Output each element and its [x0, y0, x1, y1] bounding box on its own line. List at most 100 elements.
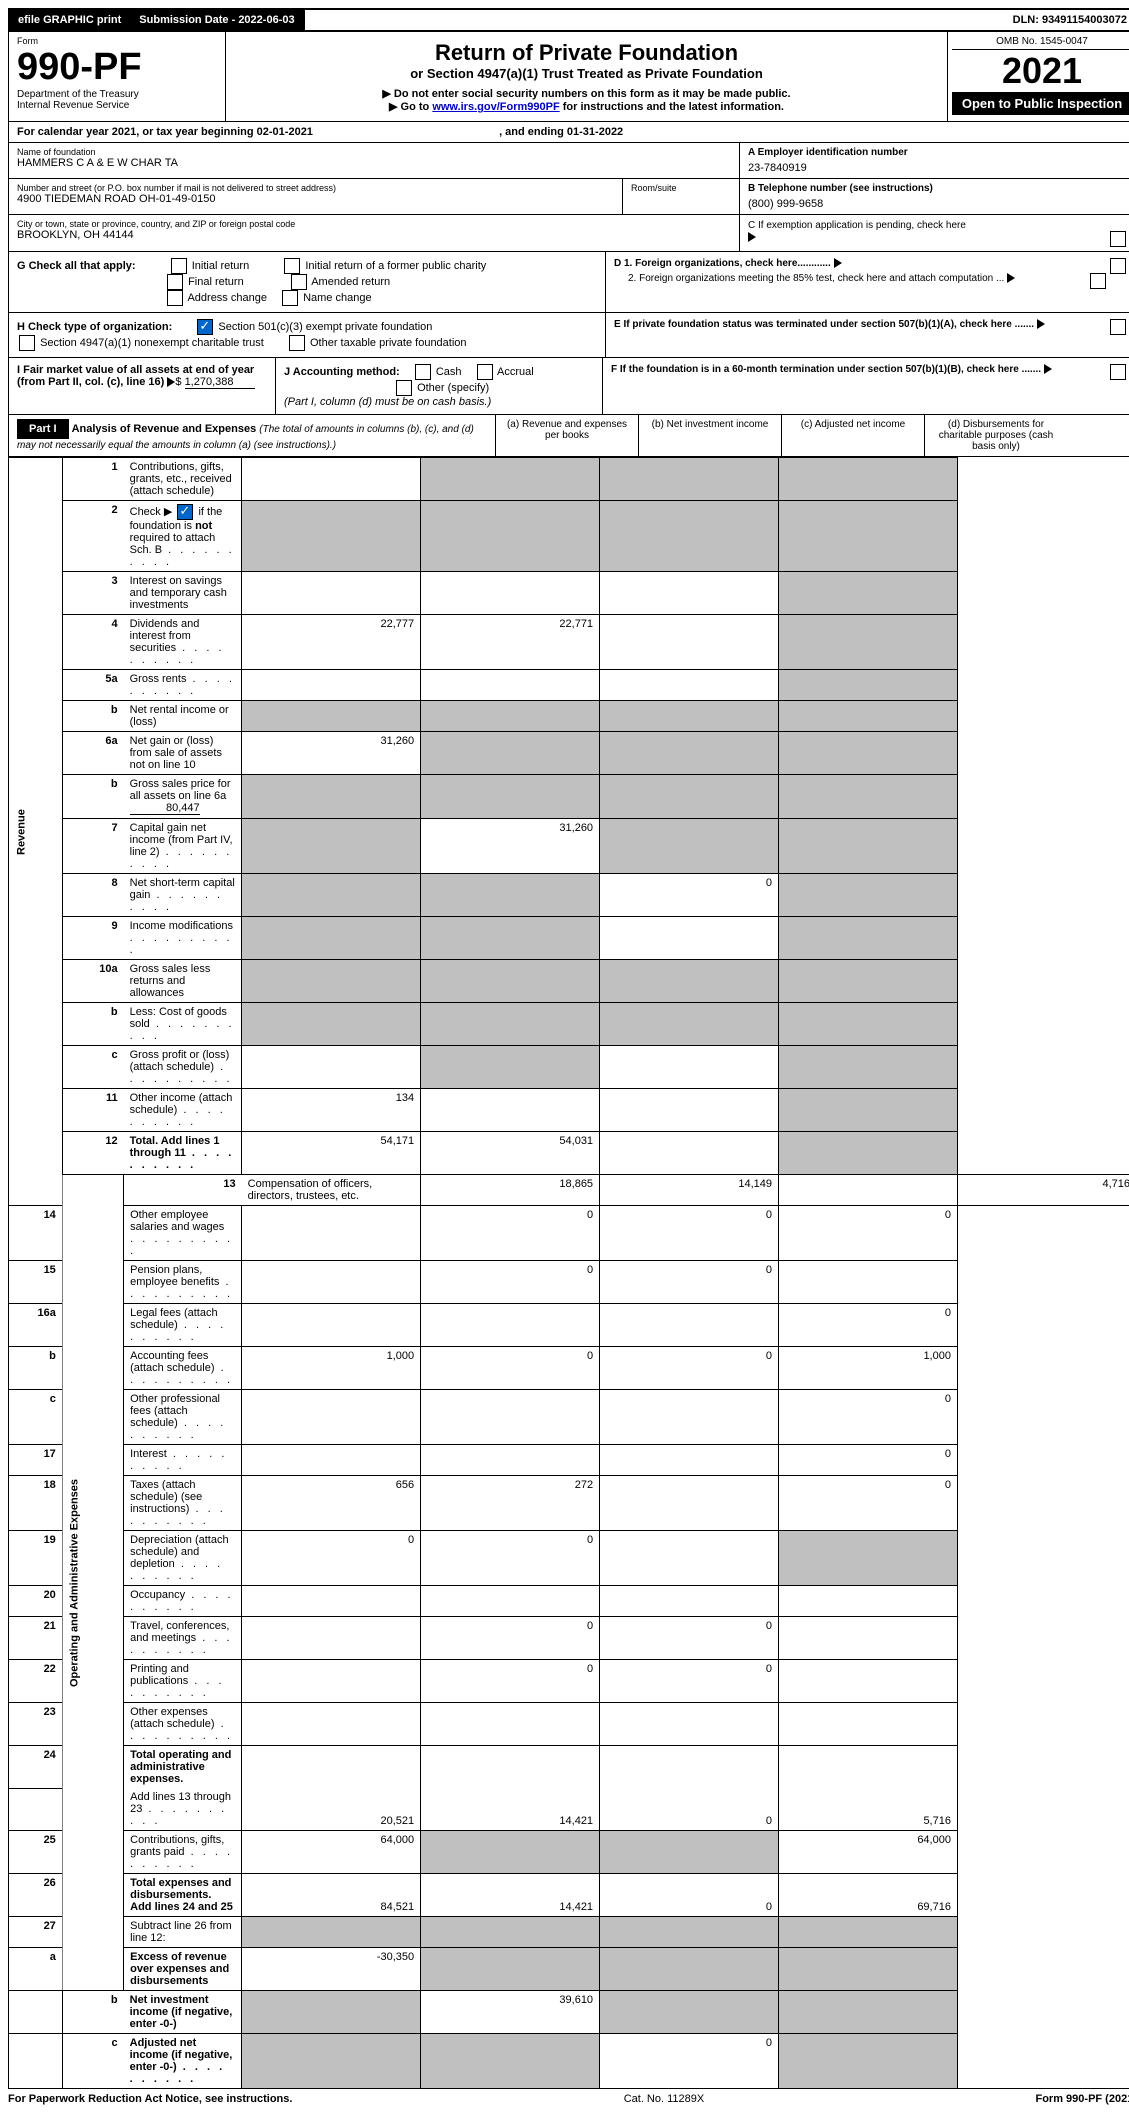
footer-right: Form 990-PF (2021) — [1035, 2093, 1129, 2105]
cell: 14,149 — [600, 1175, 779, 1206]
d1-checkbox[interactable] — [1110, 258, 1126, 274]
cell: -30,350 — [242, 1948, 421, 1991]
cell: 0 — [600, 1347, 779, 1390]
city-label: City or town, state or province, country… — [17, 219, 731, 229]
table-row: 5aGross rents — [9, 670, 1129, 701]
cell: 0 — [779, 1445, 958, 1476]
j-other: Other (specify) — [417, 382, 489, 394]
cell: 54,031 — [421, 1132, 600, 1175]
row-label: Gross rents — [130, 673, 187, 685]
d2-checkbox[interactable] — [1090, 273, 1106, 289]
ein: 23-7840919 — [748, 162, 1128, 174]
form-subtitle: or Section 4947(a)(1) Trust Treated as P… — [234, 66, 939, 81]
tax-year: 2021 — [952, 50, 1129, 92]
cell: 14,421 — [421, 1874, 600, 1917]
row-label: Occupancy — [130, 1589, 185, 1601]
h-other-checkbox[interactable] — [289, 335, 305, 351]
row-label: Subtract line 26 from line 12: — [124, 1917, 242, 1948]
table-row: bLess: Cost of goods sold — [9, 1003, 1129, 1046]
row-label: Income modifications — [130, 920, 233, 932]
h-4947-checkbox[interactable] — [19, 335, 35, 351]
table-row: 2Check ▶ if the foundation is not requir… — [9, 501, 1129, 572]
g-final: Final return — [188, 276, 244, 288]
arrow-icon — [748, 232, 756, 242]
table-row: Revenue 1Contributions, gifts, grants, e… — [9, 458, 1129, 501]
instr-1: ▶ Do not enter social security numbers o… — [234, 87, 939, 100]
h-501c3-checkbox[interactable] — [197, 319, 213, 335]
cell: 0 — [600, 1206, 779, 1261]
cell: 0 — [600, 1261, 779, 1304]
cell: 14,421 — [421, 1746, 600, 1831]
d1: D 1. Foreign organizations, check here..… — [614, 258, 831, 269]
j-cash-checkbox[interactable] — [415, 364, 431, 380]
g-amended: Amended return — [311, 276, 390, 288]
g-name: Name change — [303, 292, 372, 304]
table-row: bNet rental income or (loss) — [9, 701, 1129, 732]
e-checkbox[interactable] — [1110, 319, 1126, 335]
g-initial-checkbox[interactable] — [171, 258, 187, 274]
table-row: 9Income modifications — [9, 917, 1129, 960]
g-name-checkbox[interactable] — [282, 290, 298, 306]
name-ein-row: Name of foundation HAMMERS C A & E W CHA… — [8, 143, 1129, 179]
open-public: Open to Public Inspection — [952, 92, 1129, 115]
h-label: H Check type of organization: — [17, 321, 172, 333]
row-label: Total operating and administrative expen… — [124, 1746, 242, 1789]
g-addr-checkbox[interactable] — [167, 290, 183, 306]
g-initial: Initial return — [192, 260, 249, 272]
cell: 0 — [600, 1617, 779, 1660]
cell: 0 — [779, 1476, 958, 1531]
cell: 64,000 — [242, 1831, 421, 1874]
table-row: 10aGross sales less returns and allowanc… — [9, 960, 1129, 1003]
row-label: Total expenses and disbursements. Add li… — [124, 1874, 242, 1917]
dln: DLN: 93491154003072 — [1005, 10, 1129, 30]
cell: 0 — [600, 2034, 779, 2089]
arrow-icon — [1007, 273, 1015, 283]
f-checkbox[interactable] — [1110, 364, 1126, 380]
table-row: bNet investment income (if negative, ent… — [9, 1991, 1129, 2034]
cell: 0 — [421, 1261, 600, 1304]
c-label: C If exemption application is pending, c… — [748, 220, 966, 231]
page-footer: For Paperwork Reduction Act Notice, see … — [8, 2089, 1129, 2109]
top-bar: efile GRAPHIC print Submission Date - 20… — [8, 8, 1129, 32]
cell: 0 — [779, 1304, 958, 1347]
cell: 0 — [600, 874, 779, 917]
cell: 39,610 — [421, 1991, 600, 2034]
arrow-icon — [1037, 319, 1045, 329]
phone: (800) 999-9658 — [748, 198, 1128, 210]
table-row: 6aNet gain or (loss) from sale of assets… — [9, 732, 1129, 775]
j-other-checkbox[interactable] — [396, 380, 412, 396]
col-a: (a) Revenue and expenses per books — [496, 415, 639, 456]
irs-link[interactable]: www.irs.gov/Form990PF — [432, 101, 559, 113]
g-initial-former-checkbox[interactable] — [284, 258, 300, 274]
i-value: 1,270,388 — [185, 376, 255, 389]
table-row: aExcess of revenue over expenses and dis… — [9, 1948, 1129, 1991]
cell: 0 — [600, 1660, 779, 1703]
cell: 0 — [421, 1660, 600, 1703]
cell: 69,716 — [779, 1874, 958, 1917]
table-row: 14Other employee salaries and wages000 — [9, 1206, 1129, 1261]
cell: 0 — [421, 1206, 600, 1261]
calendar-row: For calendar year 2021, or tax year begi… — [8, 122, 1129, 143]
form-header: Form 990-PF Department of the Treasury I… — [8, 32, 1129, 122]
analysis-table: Revenue 1Contributions, gifts, grants, e… — [8, 457, 1129, 2089]
g-final-checkbox[interactable] — [167, 274, 183, 290]
irs: Internal Revenue Service — [17, 100, 217, 111]
c-checkbox[interactable] — [1110, 231, 1126, 247]
address: 4900 TIEDEMAN ROAD OH-01-49-0150 — [17, 193, 614, 205]
g-initial-former: Initial return of a former public charit… — [305, 260, 486, 272]
cal-pre: For calendar year 2021, or tax year begi… — [17, 126, 257, 138]
table-row: 15Pension plans, employee benefits00 — [9, 1261, 1129, 1304]
cell: 0 — [779, 1206, 958, 1261]
omb: OMB No. 1545-0047 — [952, 36, 1129, 50]
city: BROOKLYN, OH 44144 — [17, 229, 731, 241]
cell: 0 — [421, 1531, 600, 1586]
row-label: Interest on savings and temporary cash i… — [124, 572, 242, 615]
row-label: Net investment income (if negative, ente… — [124, 1991, 242, 2034]
g-amended-checkbox[interactable] — [291, 274, 307, 290]
r2-checkbox[interactable] — [177, 504, 193, 520]
cell: 5,716 — [779, 1746, 958, 1831]
row-label: Other expenses (attach schedule) — [130, 1706, 214, 1730]
j-accrual-checkbox[interactable] — [477, 364, 493, 380]
table-row: 12Total. Add lines 1 through 1154,17154,… — [9, 1132, 1129, 1175]
efile-label[interactable]: efile GRAPHIC print — [10, 10, 131, 30]
